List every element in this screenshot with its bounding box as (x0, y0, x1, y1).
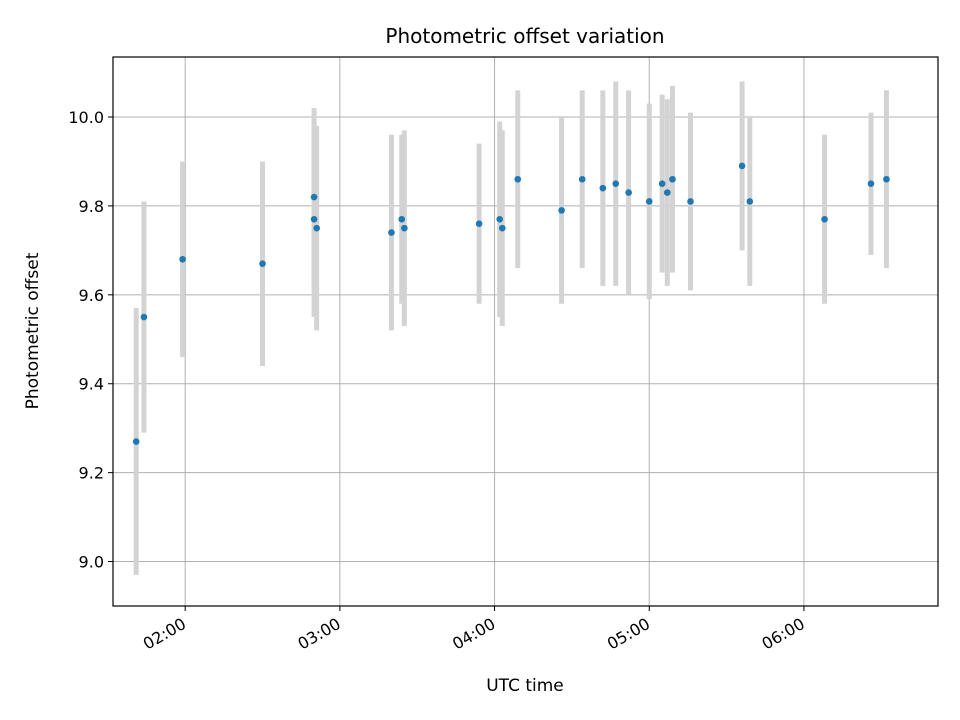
data-point (612, 180, 620, 187)
chart-title: Photometric offset variation (385, 24, 664, 48)
y-tick-label: 9.6 (79, 286, 104, 305)
data-point (599, 184, 607, 192)
data-point (669, 175, 676, 183)
y-tick-label: 9.2 (79, 464, 104, 483)
y-tick-label: 9.0 (79, 553, 104, 572)
grid-lines (113, 57, 938, 606)
y-tick-label: 9.8 (79, 197, 104, 216)
data-points (132, 162, 890, 445)
data-point (310, 215, 318, 223)
data-point (578, 175, 586, 183)
y-tick-label: 10.0 (68, 108, 104, 127)
data-point (558, 207, 565, 214)
data-point (658, 180, 666, 187)
data-point (498, 224, 506, 232)
data-point (179, 255, 186, 263)
data-point (401, 224, 408, 232)
data-point (867, 180, 875, 187)
data-point (388, 229, 395, 236)
plot-frame (112, 56, 939, 607)
data-point (687, 198, 694, 205)
data-point (663, 189, 671, 196)
data-point (738, 162, 746, 170)
data-point (475, 220, 483, 228)
data-point (514, 175, 522, 183)
y-axis-label: Photometric offset (23, 252, 43, 409)
data-point (140, 313, 148, 321)
data-point (398, 215, 406, 223)
y-axis-ticks: 9.0 9.2 9.4 9.6 9.8 10.0 (68, 108, 113, 572)
data-point (313, 224, 320, 232)
data-point (746, 198, 754, 205)
data-point (883, 175, 890, 183)
data-point (821, 215, 828, 223)
data-point (496, 215, 504, 223)
data-point (625, 189, 632, 196)
data-point (132, 438, 140, 445)
x-axis-label: UTC time (486, 676, 564, 696)
data-point (645, 198, 653, 205)
data-point (259, 260, 266, 268)
data-point (310, 193, 318, 201)
y-tick-label: 9.4 (79, 375, 104, 394)
